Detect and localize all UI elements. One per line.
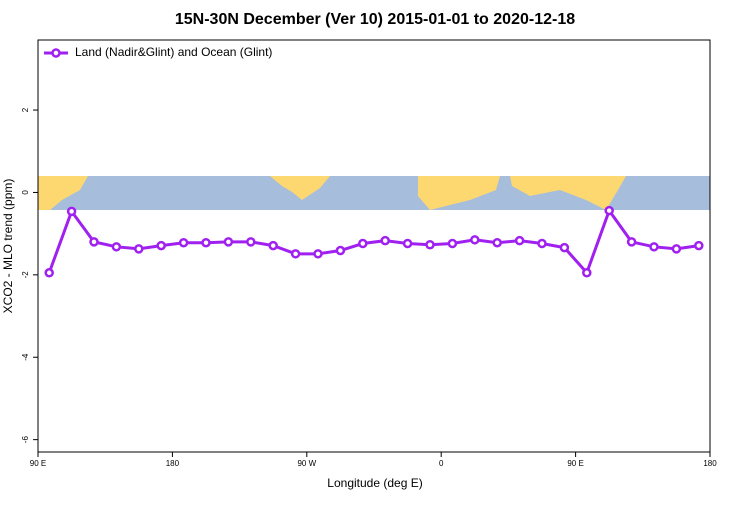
- point: [380, 235, 390, 246]
- point: [66, 206, 77, 217]
- point: [290, 249, 301, 259]
- point: [111, 242, 122, 252]
- x-tick-label: 0: [439, 459, 444, 468]
- point: [671, 244, 682, 254]
- land: [38, 176, 88, 210]
- point: [178, 237, 189, 248]
- x-tick-label: 90 E: [30, 459, 46, 468]
- y-tick-label: 0: [21, 190, 30, 195]
- point: [335, 245, 346, 256]
- point: [626, 237, 637, 247]
- y-tick-label: -2: [21, 271, 30, 279]
- point: [604, 205, 614, 216]
- y-axis-label: XCO2 - MLO trend (ppm): [1, 179, 15, 314]
- y-tick-label: -4: [21, 353, 30, 361]
- map-band: [38, 176, 710, 210]
- chart-title: 15N-30N December (Ver 10) 2015-01-01 to …: [175, 11, 575, 28]
- point: [201, 237, 211, 248]
- x-tick-label: 90 W: [297, 459, 316, 468]
- x-axis-label: Longitude (deg E): [327, 476, 422, 490]
- x-tick-label: 180: [166, 459, 180, 468]
- point: [649, 242, 659, 252]
- point: [694, 240, 704, 251]
- point: [447, 238, 458, 249]
- point: [559, 242, 570, 253]
- point: [402, 238, 413, 249]
- x-tick-label: 180: [703, 459, 717, 468]
- plot-frame: [37, 39, 711, 453]
- point: [246, 237, 256, 247]
- point: [223, 237, 234, 247]
- y-tick-label: -6: [21, 436, 30, 444]
- point: [156, 240, 166, 251]
- y-tick-label: 2: [21, 107, 30, 112]
- point: [492, 237, 502, 248]
- point: [470, 235, 480, 245]
- land: [510, 176, 626, 210]
- point: [537, 238, 547, 249]
- series-line: [47, 207, 700, 276]
- land: [418, 176, 500, 210]
- point: [425, 240, 435, 250]
- point: [268, 240, 278, 251]
- point: [358, 238, 368, 249]
- point: [313, 249, 323, 259]
- x-tick-label: 90 E: [567, 459, 583, 468]
- point: [89, 237, 99, 247]
- point: [134, 244, 144, 254]
- point: [582, 268, 592, 278]
- land: [270, 176, 330, 200]
- point: [514, 235, 525, 246]
- point: [44, 268, 54, 278]
- legend-label: Land (Nadir&Glint) and Ocean (Glint): [75, 45, 272, 59]
- legend-point: [51, 48, 61, 58]
